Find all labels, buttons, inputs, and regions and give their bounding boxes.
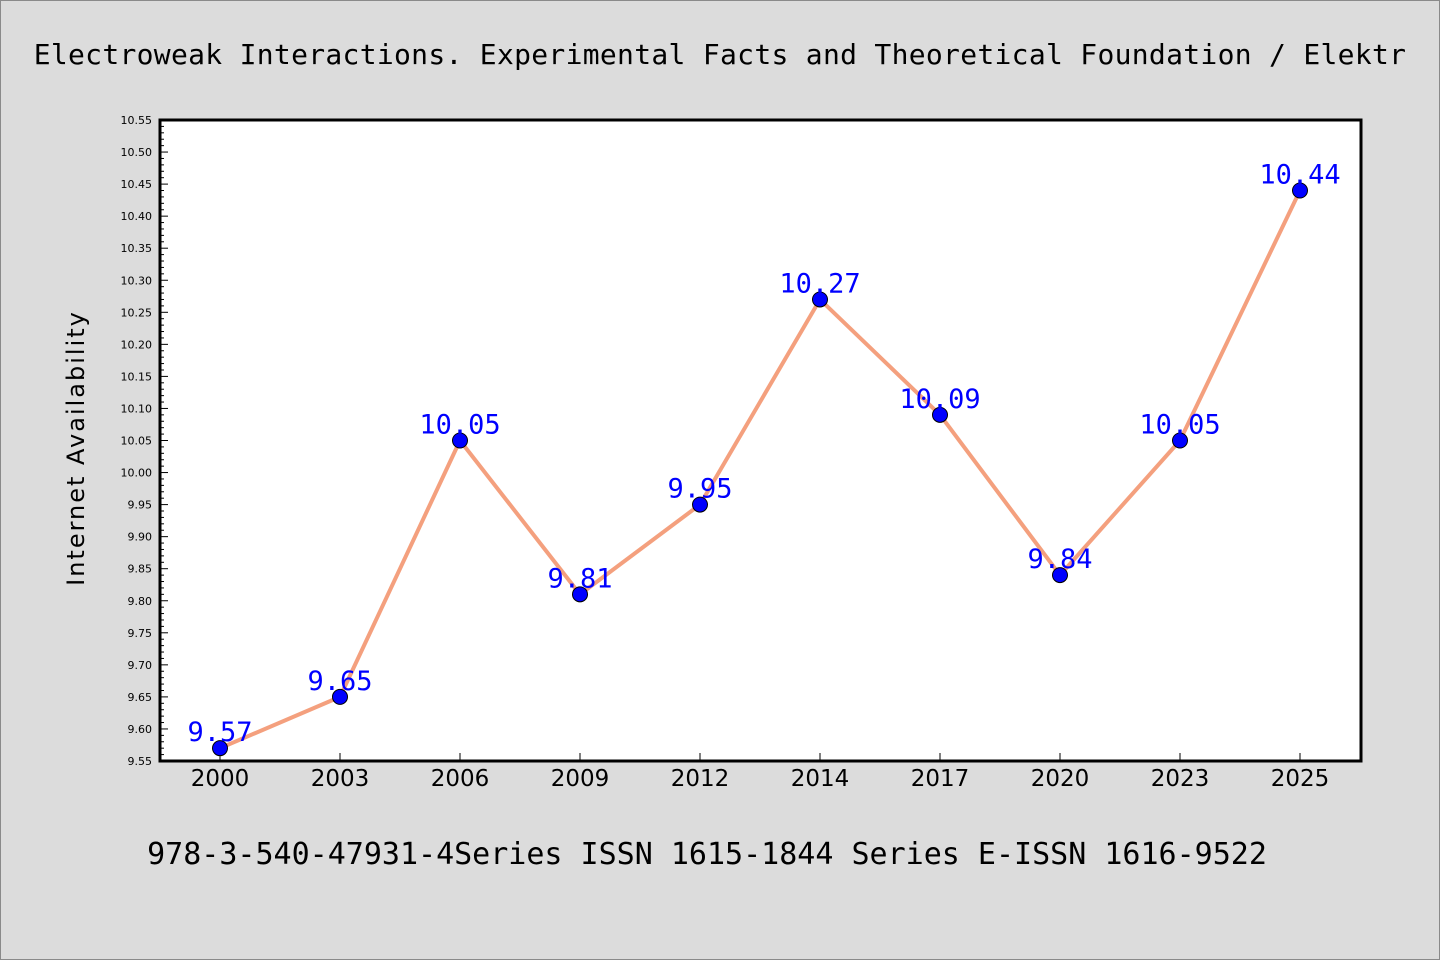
- x-tick-label: 2025: [1271, 766, 1330, 792]
- data-label: 9.65: [307, 666, 372, 697]
- y-tick-label: 10.55: [121, 114, 153, 127]
- data-label: 10.05: [1139, 410, 1220, 441]
- y-tick-label: 9.70: [128, 659, 153, 672]
- data-point: [692, 496, 708, 513]
- y-tick-label: 10.10: [121, 402, 153, 415]
- data-point: [452, 432, 468, 449]
- x-tick-label: 2023: [1151, 766, 1210, 792]
- footer-isbn-text: 978-3-540-47931-4Series ISSN 1615-1844 S…: [147, 837, 1267, 872]
- x-tick-label: 2006: [431, 766, 490, 792]
- y-tick-label: 10.35: [121, 242, 153, 255]
- y-tick-label: 10.05: [121, 435, 153, 448]
- y-axis-label: Internet Availability: [62, 310, 90, 586]
- data-point: [1292, 182, 1308, 199]
- y-tick-label: 10.20: [121, 338, 153, 351]
- data-label: 9.81: [547, 563, 612, 594]
- data-label: 9.84: [1027, 544, 1092, 575]
- data-point: [812, 291, 828, 308]
- data-point: [332, 688, 348, 705]
- y-tick-label: 9.85: [128, 563, 153, 576]
- data-label: 10.09: [899, 384, 980, 415]
- y-tick-label: 9.60: [128, 723, 153, 736]
- data-label: 10.44: [1259, 160, 1340, 191]
- x-tick-label: 2003: [311, 766, 370, 792]
- y-tick-label: 10.30: [121, 274, 153, 287]
- x-axis: 2000 2003 2006 2009 2012 2014 2017 2020 2023 2025: [191, 753, 1330, 792]
- data-label: 10.05: [419, 410, 500, 441]
- plot-border: [158, 118, 1363, 763]
- y-tick-label: 9.95: [128, 499, 153, 512]
- y-tick-label: 10.15: [121, 370, 153, 383]
- x-tick-label: 2020: [1031, 766, 1090, 792]
- x-tick-label: 2012: [671, 766, 730, 792]
- x-tick-label: 2017: [911, 766, 970, 792]
- y-tick-label: 10.25: [121, 306, 153, 319]
- data-label: 9.57: [187, 717, 252, 748]
- x-tick-label: 2000: [191, 766, 250, 792]
- data-point: [572, 586, 588, 603]
- y-tick-label: 10.45: [121, 178, 153, 191]
- y-tick-label: 9.75: [128, 627, 153, 640]
- data-label: 9.95: [667, 474, 732, 505]
- data-point: [1052, 567, 1068, 584]
- series: 9.57 9.65 10.05 9.81 9.95 10.27 10.09 9.84 10.05…: [187, 160, 1341, 757]
- y-tick-label: 9.65: [128, 691, 153, 704]
- x-tick-label: 2009: [551, 766, 610, 792]
- y-tick-label: 9.80: [128, 595, 153, 608]
- data-label: 10.27: [779, 268, 860, 299]
- x-tick-label: 2014: [791, 766, 850, 792]
- y-tick-label: 10.50: [121, 146, 153, 159]
- y-tick-label: 10.40: [121, 210, 153, 223]
- y-tick-label: 10.00: [121, 467, 153, 480]
- series-line: [218, 188, 1302, 751]
- data-point: [1172, 432, 1188, 449]
- data-point: [212, 740, 228, 757]
- data-point: [932, 406, 948, 423]
- chart-title: Electroweak Interactions. Experimental F…: [34, 38, 1407, 71]
- y-tick-label: 9.55: [128, 755, 153, 768]
- y-tick-label: 9.90: [128, 531, 153, 544]
